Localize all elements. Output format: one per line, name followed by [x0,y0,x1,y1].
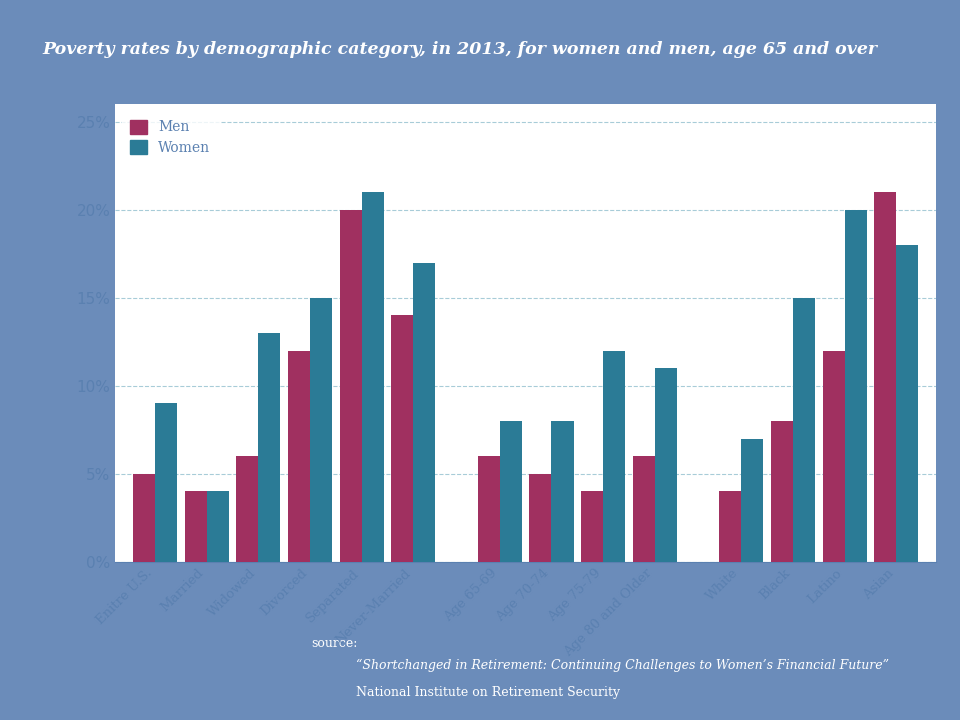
Bar [603,351,625,562]
Text: Poverty rates by demographic category, in 2013, for women and men, age 65 and ov: Poverty rates by demographic category, i… [42,41,877,58]
Bar [897,245,919,562]
Legend: Men, Women: Men, Women [122,112,219,163]
Bar [258,333,280,562]
Bar [551,421,573,562]
Bar [155,403,177,562]
Bar [581,491,603,562]
Bar [206,491,228,562]
Bar [184,491,206,562]
Bar [845,210,867,562]
Text: National Institute on Retirement Security: National Institute on Retirement Securit… [355,685,620,698]
Text: “Shortchanged in Retirement: Continuing Challenges to Women’s Financial Future”: “Shortchanged in Retirement: Continuing … [355,659,889,672]
Bar [310,298,332,562]
Bar [655,368,677,562]
Bar [288,351,310,562]
Bar [633,456,655,562]
Bar [500,421,522,562]
Bar [340,210,362,562]
Bar [362,192,384,562]
Bar [478,456,500,562]
Bar [741,438,763,562]
Bar [823,351,845,562]
Bar [414,263,436,562]
Bar [236,456,258,562]
Bar [793,298,815,562]
Bar [529,474,551,562]
Bar [132,474,155,562]
Bar [771,421,793,562]
Bar [719,491,741,562]
Text: source:: source: [312,636,358,649]
Bar [875,192,897,562]
Bar [392,315,414,562]
